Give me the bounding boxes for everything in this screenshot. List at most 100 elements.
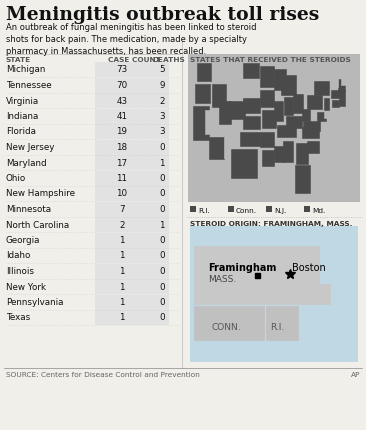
Text: Illinois: Illinois	[6, 266, 34, 275]
Bar	[95, 63, 169, 78]
Text: 7: 7	[119, 205, 125, 214]
Text: 0: 0	[159, 251, 165, 260]
Text: CASE COUNT: CASE COUNT	[108, 57, 161, 63]
Bar	[243, 81, 258, 96]
Bar	[324, 99, 329, 111]
Bar	[228, 81, 245, 99]
Text: 10: 10	[116, 189, 128, 198]
Bar	[95, 109, 169, 124]
Bar	[274, 147, 284, 163]
Bar	[240, 133, 260, 147]
Text: 1: 1	[119, 236, 125, 244]
Bar	[228, 206, 234, 212]
Text: Framingham: Framingham	[208, 262, 276, 272]
Text: STEROID ORIGIN: FRAMINGHAM, MASS.: STEROID ORIGIN: FRAMINGHAM, MASS.	[190, 221, 352, 227]
Text: Meningitis outbreak toll rises: Meningitis outbreak toll rises	[6, 6, 319, 24]
Text: 19: 19	[116, 127, 127, 136]
Bar	[95, 280, 169, 294]
Bar	[266, 306, 298, 340]
Bar	[295, 284, 330, 304]
Text: Pennsylvania: Pennsylvania	[6, 297, 63, 306]
Bar	[317, 113, 326, 121]
Text: 9: 9	[159, 81, 165, 90]
Text: 1: 1	[119, 313, 125, 322]
Bar	[188, 55, 360, 203]
Text: 0: 0	[159, 189, 165, 198]
Bar	[303, 121, 321, 132]
Text: R.I.: R.I.	[270, 322, 284, 331]
Text: New York: New York	[6, 282, 46, 291]
Text: 1: 1	[119, 282, 125, 291]
Bar	[324, 110, 329, 118]
Bar	[296, 144, 309, 164]
Bar	[295, 166, 310, 194]
Bar	[95, 295, 169, 310]
Bar	[95, 125, 169, 140]
Bar	[284, 98, 293, 115]
Bar	[274, 70, 286, 90]
Bar	[95, 218, 169, 233]
Text: 11: 11	[116, 174, 127, 183]
Text: 3: 3	[159, 112, 165, 121]
Text: Michigan: Michigan	[6, 65, 45, 74]
Bar	[302, 110, 310, 121]
Bar	[209, 138, 224, 160]
Bar	[95, 310, 169, 325]
Text: N.J.: N.J.	[274, 208, 286, 214]
Bar	[243, 64, 258, 79]
Text: Texas: Texas	[6, 313, 30, 322]
Text: 0: 0	[159, 174, 165, 183]
Bar	[262, 111, 276, 129]
Text: 43: 43	[116, 96, 128, 105]
Text: 2: 2	[159, 96, 165, 105]
Text: Conn.: Conn.	[236, 208, 257, 214]
Bar	[243, 99, 260, 114]
Bar	[293, 95, 303, 114]
Text: Virginia: Virginia	[6, 96, 39, 105]
Text: 0: 0	[159, 236, 165, 244]
Bar	[95, 187, 169, 202]
Text: 2: 2	[119, 220, 125, 229]
Bar	[331, 90, 344, 99]
Text: 1: 1	[119, 251, 125, 260]
Text: 0: 0	[159, 282, 165, 291]
Bar	[190, 206, 196, 212]
Text: Ohio: Ohio	[6, 174, 26, 183]
Bar	[339, 99, 344, 107]
Text: 0: 0	[159, 205, 165, 214]
Text: New Hampshire: New Hampshire	[6, 189, 75, 198]
Text: 1: 1	[159, 158, 165, 167]
Bar	[302, 127, 319, 139]
Text: Florida: Florida	[6, 127, 36, 136]
Bar	[195, 84, 209, 104]
Text: 1: 1	[159, 220, 165, 229]
Bar	[205, 111, 217, 135]
Bar	[314, 81, 329, 96]
Text: Idaho: Idaho	[6, 251, 30, 260]
Bar	[286, 117, 302, 129]
Text: 5: 5	[159, 65, 165, 74]
Bar	[260, 133, 274, 148]
Bar	[194, 306, 264, 340]
Text: STATES THAT RECEIVED THE STEROIDS: STATES THAT RECEIVED THE STEROIDS	[190, 57, 351, 63]
Bar	[277, 126, 296, 138]
Text: CONN.: CONN.	[212, 322, 242, 331]
Bar	[193, 107, 209, 141]
Bar	[307, 142, 319, 154]
Text: Georgia: Georgia	[6, 236, 41, 244]
Text: 3: 3	[159, 127, 165, 136]
Text: SOURCE: Centers for Disease Control and Prevention: SOURCE: Centers for Disease Control and …	[6, 371, 200, 377]
Bar	[283, 142, 293, 163]
Text: 1: 1	[119, 297, 125, 306]
Bar	[95, 249, 169, 264]
Text: 1: 1	[119, 266, 125, 275]
Bar	[260, 67, 274, 87]
Text: 70: 70	[116, 81, 128, 90]
Text: 18: 18	[116, 143, 128, 152]
Bar	[190, 227, 358, 362]
Bar	[255, 273, 260, 278]
Bar	[95, 233, 169, 248]
Bar	[307, 96, 322, 110]
Text: An outbreak of fungal meningitis has been linked to steroid
shots for back pain.: An outbreak of fungal meningitis has bee…	[6, 23, 257, 56]
Text: 0: 0	[159, 266, 165, 275]
